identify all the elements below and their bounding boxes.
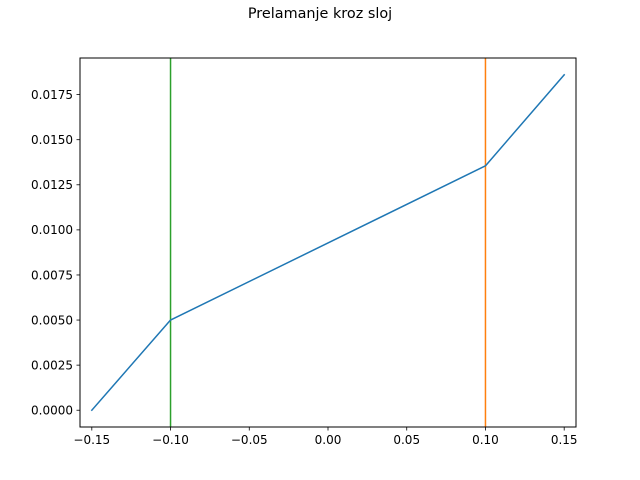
x-tick-label: −0.15 — [73, 433, 110, 447]
y-tick-label: 0.0150 — [31, 133, 73, 147]
y-tick-label: 0.0000 — [31, 404, 73, 418]
x-tick-label: −0.10 — [152, 433, 189, 447]
x-tick-label: −0.05 — [231, 433, 268, 447]
y-tick-label: 0.0050 — [31, 313, 73, 327]
y-tick-label: 0.0125 — [31, 178, 73, 192]
y-tick-label: 0.0175 — [31, 88, 73, 102]
x-tick-label: 0.15 — [551, 433, 578, 447]
x-tick-label: 0.05 — [393, 433, 420, 447]
y-tick-label: 0.0100 — [31, 223, 73, 237]
y-tick-label: 0.0075 — [31, 268, 73, 282]
x-tick-label: 0.00 — [315, 433, 342, 447]
chart-title: Prelamanje kroz sloj — [247, 6, 393, 22]
x-tick-label: 0.10 — [472, 433, 499, 447]
y-tick-label: 0.0025 — [31, 358, 73, 372]
series-line-1 — [90, 73, 566, 412]
